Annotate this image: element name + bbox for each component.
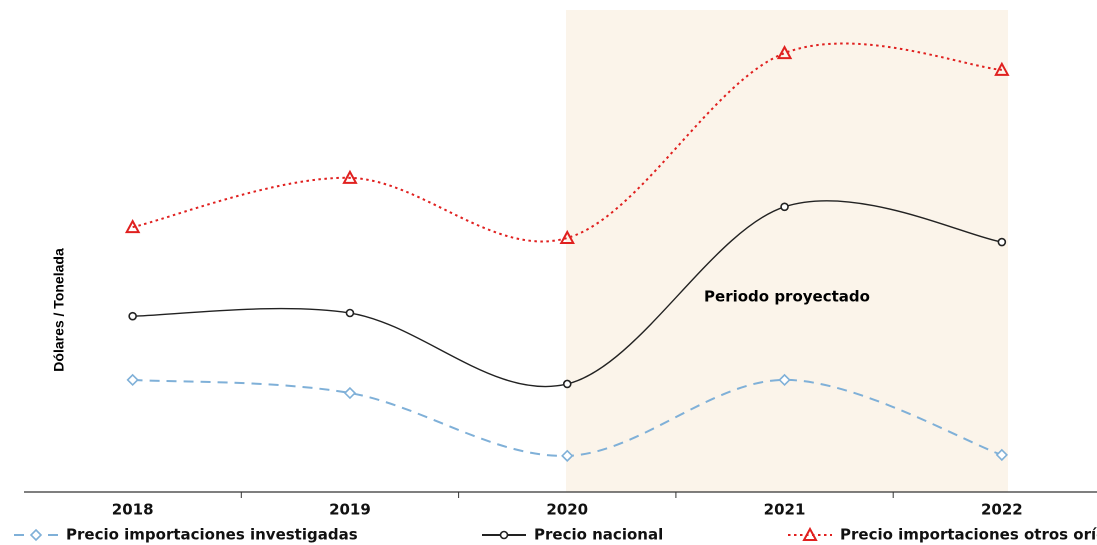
series-line [132, 200, 1002, 388]
projection-band [566, 10, 1008, 492]
marker [561, 449, 574, 462]
marker [995, 448, 1008, 462]
marker [345, 308, 355, 318]
marker [343, 386, 357, 400]
marker [124, 219, 141, 234]
y-axis-label: Dólares / Tonelada [51, 248, 67, 372]
series-line [132, 42, 1002, 243]
marker [126, 373, 139, 387]
marker [342, 169, 358, 184]
marker [776, 45, 793, 60]
x-tick-label: 2022 [981, 501, 1023, 519]
marker [562, 379, 572, 389]
marker [997, 237, 1007, 247]
legend-marker [802, 526, 818, 541]
marker [128, 311, 137, 321]
legend-marker [29, 528, 43, 542]
legend-label: Precio importaciones investigadas [66, 526, 358, 544]
x-tick-label: 2020 [546, 501, 588, 519]
x-tick-label: 2018 [112, 501, 154, 519]
marker [559, 229, 575, 244]
marker [994, 61, 1010, 76]
legend-marker [499, 530, 509, 540]
legend-label: Precio importaciones otros orígenes [840, 526, 1097, 544]
marker [778, 373, 791, 387]
x-tick-label: 2019 [329, 501, 371, 519]
x-tick-label: 2021 [764, 501, 806, 519]
marker [780, 202, 789, 212]
legend-label: Precio nacional [534, 526, 663, 544]
annotation: Periodo proyectado [704, 288, 870, 306]
